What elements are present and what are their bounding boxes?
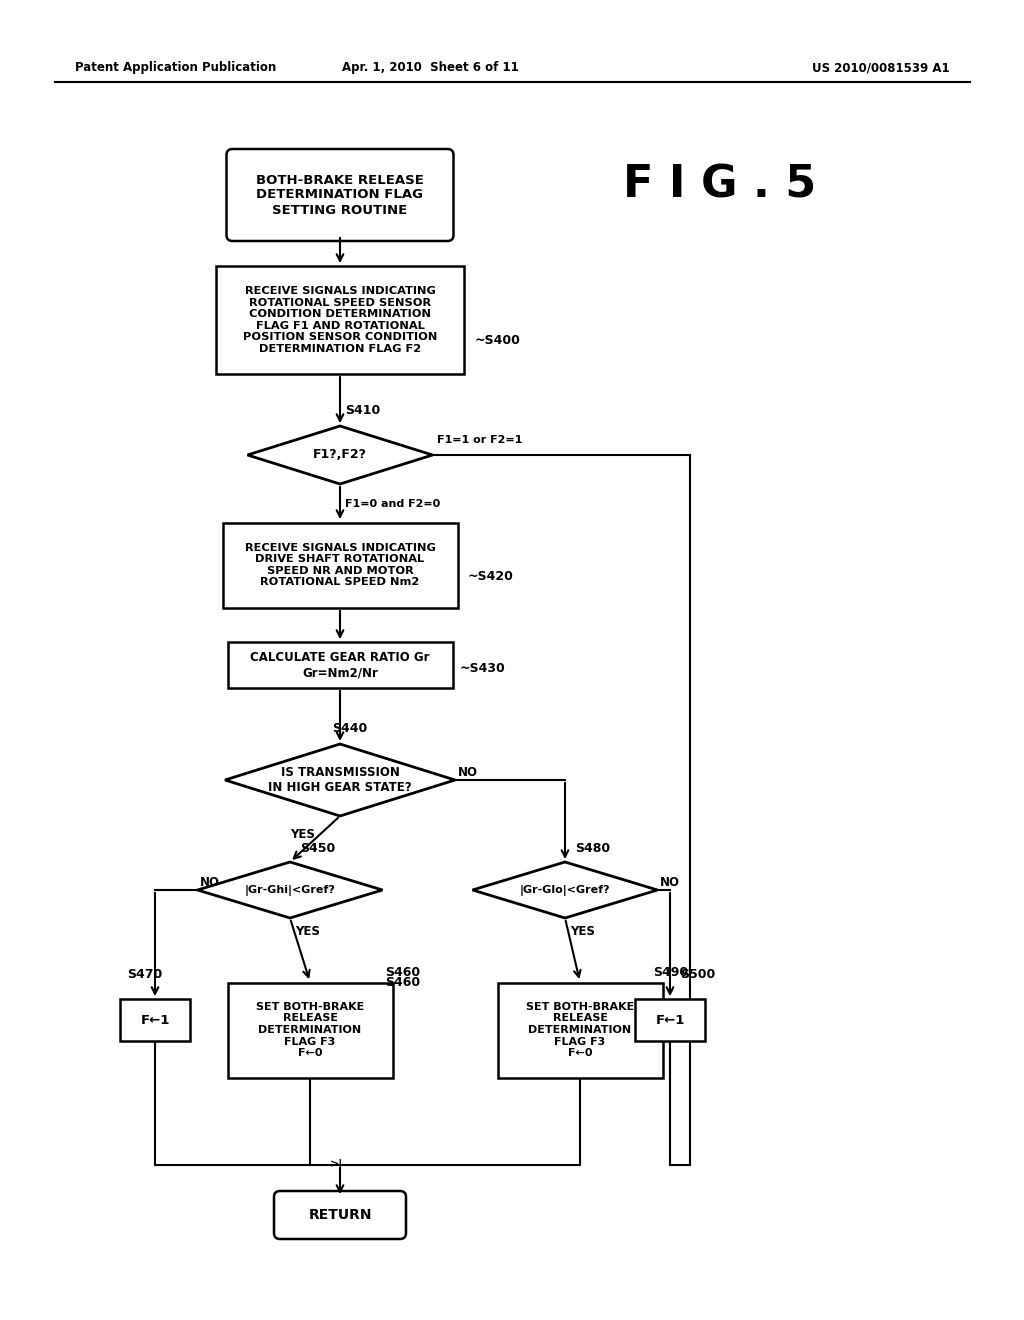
Bar: [227, 982, 392, 1077]
Text: |Gr-Ghi|<Gref?: |Gr-Ghi|<Gref?: [245, 884, 336, 895]
Text: CALCULATE GEAR RATIO Gr
Gr=Nm2/Nr: CALCULATE GEAR RATIO Gr Gr=Nm2/Nr: [250, 651, 430, 678]
Text: S410: S410: [345, 404, 380, 417]
Text: Apr. 1, 2010  Sheet 6 of 11: Apr. 1, 2010 Sheet 6 of 11: [342, 62, 518, 74]
Text: S460: S460: [385, 975, 420, 989]
Bar: [498, 982, 663, 1077]
Text: NO: NO: [458, 766, 478, 779]
Text: IS TRANSMISSION
IN HIGH GEAR STATE?: IS TRANSMISSION IN HIGH GEAR STATE?: [268, 766, 412, 795]
Text: S440: S440: [332, 722, 368, 734]
Polygon shape: [472, 862, 657, 917]
Text: >|: >|: [330, 1159, 343, 1171]
Text: ~S420: ~S420: [468, 570, 514, 583]
Polygon shape: [225, 744, 455, 816]
Text: BOTH-BRAKE RELEASE
DETERMINATION FLAG
SETTING ROUTINE: BOTH-BRAKE RELEASE DETERMINATION FLAG SE…: [256, 173, 424, 216]
FancyBboxPatch shape: [226, 149, 454, 242]
Text: YES: YES: [295, 925, 319, 939]
Polygon shape: [248, 426, 432, 484]
Text: S500: S500: [680, 969, 715, 982]
Text: F←1: F←1: [655, 1014, 685, 1027]
Polygon shape: [198, 862, 383, 917]
Text: SET BOTH-BRAKE
RELEASE
DETERMINATION
FLAG F3
F←0: SET BOTH-BRAKE RELEASE DETERMINATION FLA…: [526, 1002, 634, 1059]
Text: S470: S470: [127, 969, 162, 982]
Text: F1=0 and F2=0: F1=0 and F2=0: [345, 499, 440, 510]
Text: YES: YES: [570, 925, 595, 939]
Bar: [216, 267, 464, 374]
Text: RETURN: RETURN: [308, 1208, 372, 1222]
Text: |Gr-Glo|<Gref?: |Gr-Glo|<Gref?: [520, 884, 610, 895]
Text: NO: NO: [200, 875, 220, 888]
Text: S490: S490: [653, 965, 688, 978]
Text: ~S400: ~S400: [475, 334, 521, 346]
Text: YES: YES: [290, 828, 314, 841]
Text: SET BOTH-BRAKE
RELEASE
DETERMINATION
FLAG F3
F←0: SET BOTH-BRAKE RELEASE DETERMINATION FLA…: [256, 1002, 365, 1059]
Text: RECEIVE SIGNALS INDICATING
DRIVE SHAFT ROTATIONAL
SPEED NR AND MOTOR
ROTATIONAL : RECEIVE SIGNALS INDICATING DRIVE SHAFT R…: [245, 543, 435, 587]
Text: S450: S450: [300, 842, 335, 854]
Text: F I G . 5: F I G . 5: [624, 164, 816, 206]
Text: NO: NO: [660, 875, 680, 888]
Text: Patent Application Publication: Patent Application Publication: [75, 62, 276, 74]
Text: RECEIVE SIGNALS INDICATING
ROTATIONAL SPEED SENSOR
CONDITION DETERMINATION
FLAG : RECEIVE SIGNALS INDICATING ROTATIONAL SP…: [243, 286, 437, 354]
Text: F1?,F2?: F1?,F2?: [313, 449, 367, 462]
Text: S460: S460: [385, 965, 420, 978]
Text: US 2010/0081539 A1: US 2010/0081539 A1: [812, 62, 950, 74]
Text: F1=1 or F2=1: F1=1 or F2=1: [437, 436, 522, 445]
Text: S480: S480: [575, 842, 610, 854]
FancyBboxPatch shape: [274, 1191, 406, 1239]
Text: F←1: F←1: [140, 1014, 170, 1027]
Bar: [120, 999, 190, 1041]
Bar: [635, 999, 705, 1041]
Bar: [227, 642, 453, 688]
Bar: [222, 523, 458, 607]
Text: ~S430: ~S430: [460, 663, 506, 676]
